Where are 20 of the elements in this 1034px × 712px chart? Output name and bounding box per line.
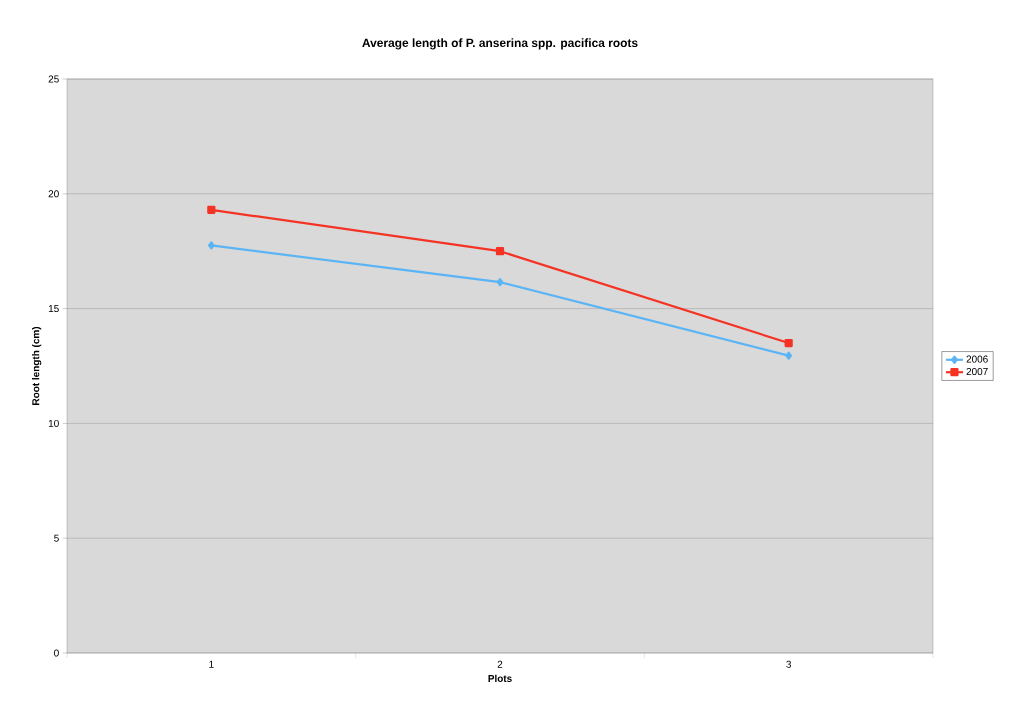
y-tick-label: 15 — [48, 305, 59, 313]
legend-label: 2006 — [966, 355, 988, 363]
point — [495, 247, 505, 256]
x-tick-label: 1 — [209, 660, 214, 668]
x-axis-title: Plots — [488, 674, 512, 682]
y-axis-title: Root length (cm) — [31, 326, 42, 405]
y-tick-label: 20 — [48, 190, 59, 198]
x-tick-label: 2 — [497, 660, 503, 668]
y-tick-label: 5 — [54, 534, 59, 542]
point — [207, 241, 215, 250]
point — [207, 205, 216, 214]
point — [785, 351, 793, 360]
point — [784, 338, 793, 348]
legend-label: 2007 — [966, 367, 988, 376]
y-tick-label: 10 — [48, 419, 59, 427]
x-tick-label: 3 — [786, 660, 792, 668]
chart-title: Average length of P. anserina spp. pacifica roots — [362, 38, 638, 50]
point — [496, 278, 504, 287]
y-tick-label: 0 — [54, 649, 59, 657]
y-tick-label: 25 — [48, 75, 59, 83]
